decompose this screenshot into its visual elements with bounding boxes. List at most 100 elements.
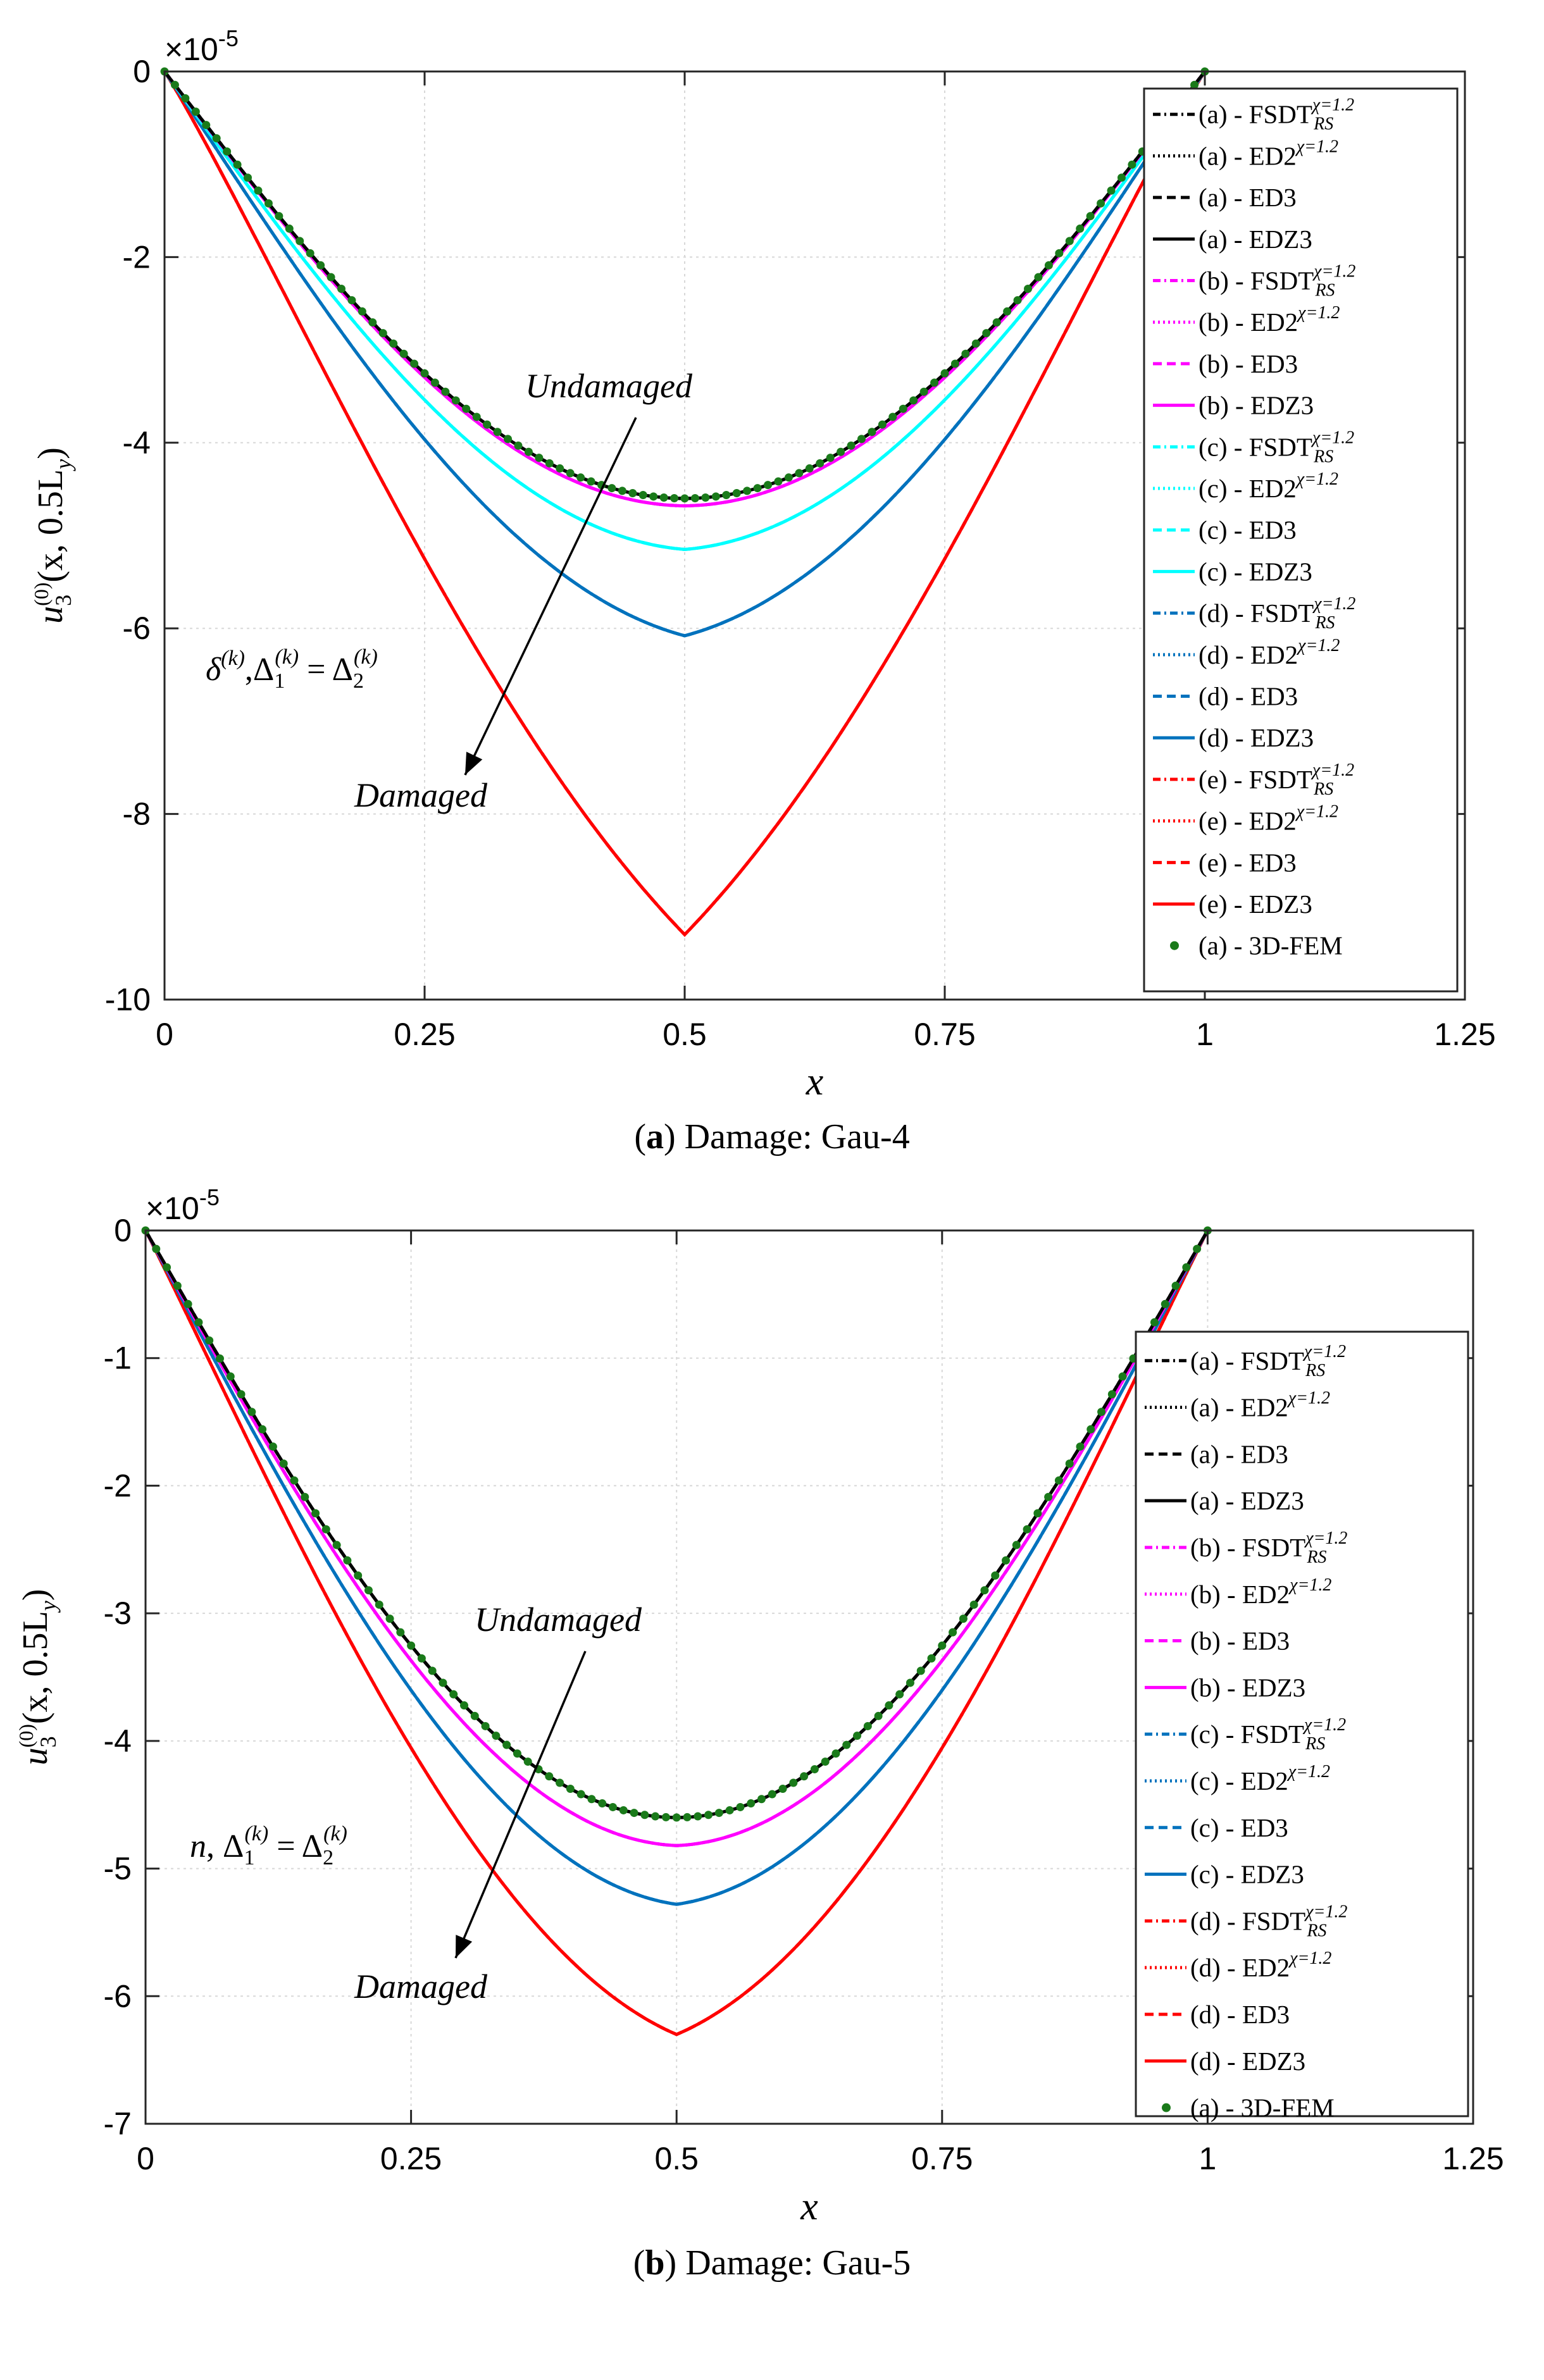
fem-point <box>672 1813 681 1822</box>
legend-item: (c) - EDZ3 <box>1145 1860 1304 1889</box>
legend-item: (c) - FSDTχ=1.2 RS <box>1145 1715 1346 1754</box>
fem-markers <box>141 1226 1212 1822</box>
legend-item: (d) - EDZ3 <box>1153 723 1314 752</box>
fem-point <box>449 1690 458 1699</box>
fem-point <box>321 1525 330 1534</box>
fem-point <box>950 359 959 368</box>
fem-point <box>888 412 897 421</box>
fem-point <box>556 1778 564 1787</box>
fem-point <box>493 428 502 437</box>
legend-item: (a) - ED3 <box>1145 1439 1288 1468</box>
legend-label: (a) - ED2χ=1.2 <box>1198 137 1338 170</box>
fem-point <box>630 1809 638 1818</box>
series-line <box>144 1229 1209 2036</box>
legend-item: (c) - ED2χ=1.2 <box>1145 1762 1330 1795</box>
fem-point <box>863 1721 872 1730</box>
x-tick-label: 0.75 <box>914 1017 975 1052</box>
fem-point <box>618 487 626 495</box>
fem-point <box>181 94 190 102</box>
arrow-head <box>456 1935 473 1958</box>
fem-point <box>659 493 668 502</box>
y-tick-label: -6 <box>104 1978 132 2014</box>
fem-point <box>1118 1372 1127 1381</box>
series-line <box>144 1229 1209 1847</box>
series-group <box>144 1229 1209 2036</box>
fem-point <box>940 369 949 378</box>
fem-point <box>1193 1244 1202 1253</box>
fem-point <box>628 489 637 498</box>
x-axis-label: x <box>800 2185 818 2228</box>
fem-point <box>789 1778 798 1787</box>
fem-point <box>619 1806 628 1814</box>
arrow-shaft <box>454 1651 587 1959</box>
series-line <box>163 70 1207 937</box>
fem-point <box>1171 1281 1180 1290</box>
fem-point <box>244 173 252 182</box>
fem-point <box>152 1244 161 1253</box>
fem-point <box>1023 1525 1031 1534</box>
fem-point <box>215 1354 224 1363</box>
legend-label: (d) - EDZ3 <box>1190 2047 1305 2076</box>
x-tick-label: 0.25 <box>380 2141 442 2176</box>
fem-point <box>389 339 398 348</box>
fem-point <box>1190 80 1199 89</box>
annotation-damaged: Damaged <box>354 1968 488 2005</box>
y-tick-label: -6 <box>123 610 151 646</box>
legend-item: (b) - ED2χ=1.2 <box>1153 303 1340 337</box>
fem-point <box>420 369 429 378</box>
fem-point <box>268 1442 277 1451</box>
fem-point <box>237 1390 246 1399</box>
fem-point <box>1161 1299 1169 1308</box>
legend-label: (d) - FSDTχ=1.2 RS <box>1190 1902 1347 1940</box>
legend-label: (d) - ED2χ=1.2 <box>1198 636 1340 669</box>
fem-point <box>1044 1492 1053 1501</box>
fem-point <box>816 459 825 468</box>
legend-label: (a) - EDZ3 <box>1190 1486 1304 1515</box>
fem-point <box>607 484 616 493</box>
fem-point <box>959 1615 968 1623</box>
fem-point <box>441 387 450 396</box>
fem-point <box>502 1740 511 1749</box>
fem-point <box>576 473 585 482</box>
fem-point <box>212 134 221 143</box>
legend-swatch <box>1162 2103 1171 2112</box>
fem-point <box>399 349 408 358</box>
x-tick-label: 0.5 <box>663 1017 707 1052</box>
legend-item: (b) - EDZ3 <box>1153 391 1314 420</box>
fem-point <box>191 108 200 116</box>
fem-point <box>1097 199 1105 208</box>
legend: (a) - FSDTχ=1.2 RS(a) - ED2χ=1.2 (a) - ED3… <box>1143 87 1459 993</box>
legend-item: (a) - FSDTχ=1.2 RS <box>1153 96 1354 134</box>
fem-point <box>306 249 314 257</box>
annotation-undamaged: Undamaged <box>475 1601 642 1639</box>
fem-point <box>202 121 211 130</box>
legend-item: (a) - EDZ3 <box>1145 1486 1304 1515</box>
fem-point <box>837 447 845 456</box>
panel-caption: (b) Damage: Gau-5 <box>633 2243 911 2283</box>
arrow-head <box>465 752 483 775</box>
fem-point <box>831 1749 840 1758</box>
y-tick-label: -10 <box>105 982 151 1017</box>
axes-box <box>163 70 1466 1001</box>
legend-label: (a) - EDZ3 <box>1198 225 1312 254</box>
fem-point <box>638 490 647 499</box>
fem-point <box>784 473 793 482</box>
fem-point <box>842 1740 851 1749</box>
fem-point <box>375 1600 383 1609</box>
fem-point <box>938 1641 947 1650</box>
series-line <box>163 70 1207 638</box>
fem-point <box>451 396 460 405</box>
fem-point <box>927 1654 936 1663</box>
fem-point <box>661 1813 670 1821</box>
legend-label: (b) - FSDTχ=1.2 RS <box>1198 262 1355 301</box>
y-tick-label: -5 <box>104 1851 132 1887</box>
legend-label: (c) - ED2χ=1.2 <box>1198 469 1338 503</box>
legend-label: (a) - FSDTχ=1.2 RS <box>1190 1342 1346 1380</box>
legend-item: (e) - ED2χ=1.2 <box>1153 802 1338 836</box>
series-line <box>144 1229 1209 1819</box>
fem-point <box>354 1571 363 1580</box>
fem-point <box>800 1772 809 1781</box>
legend-item: (a) - 3D-FEM <box>1170 931 1343 960</box>
fem-point <box>233 160 242 169</box>
fem-point <box>1055 249 1064 257</box>
